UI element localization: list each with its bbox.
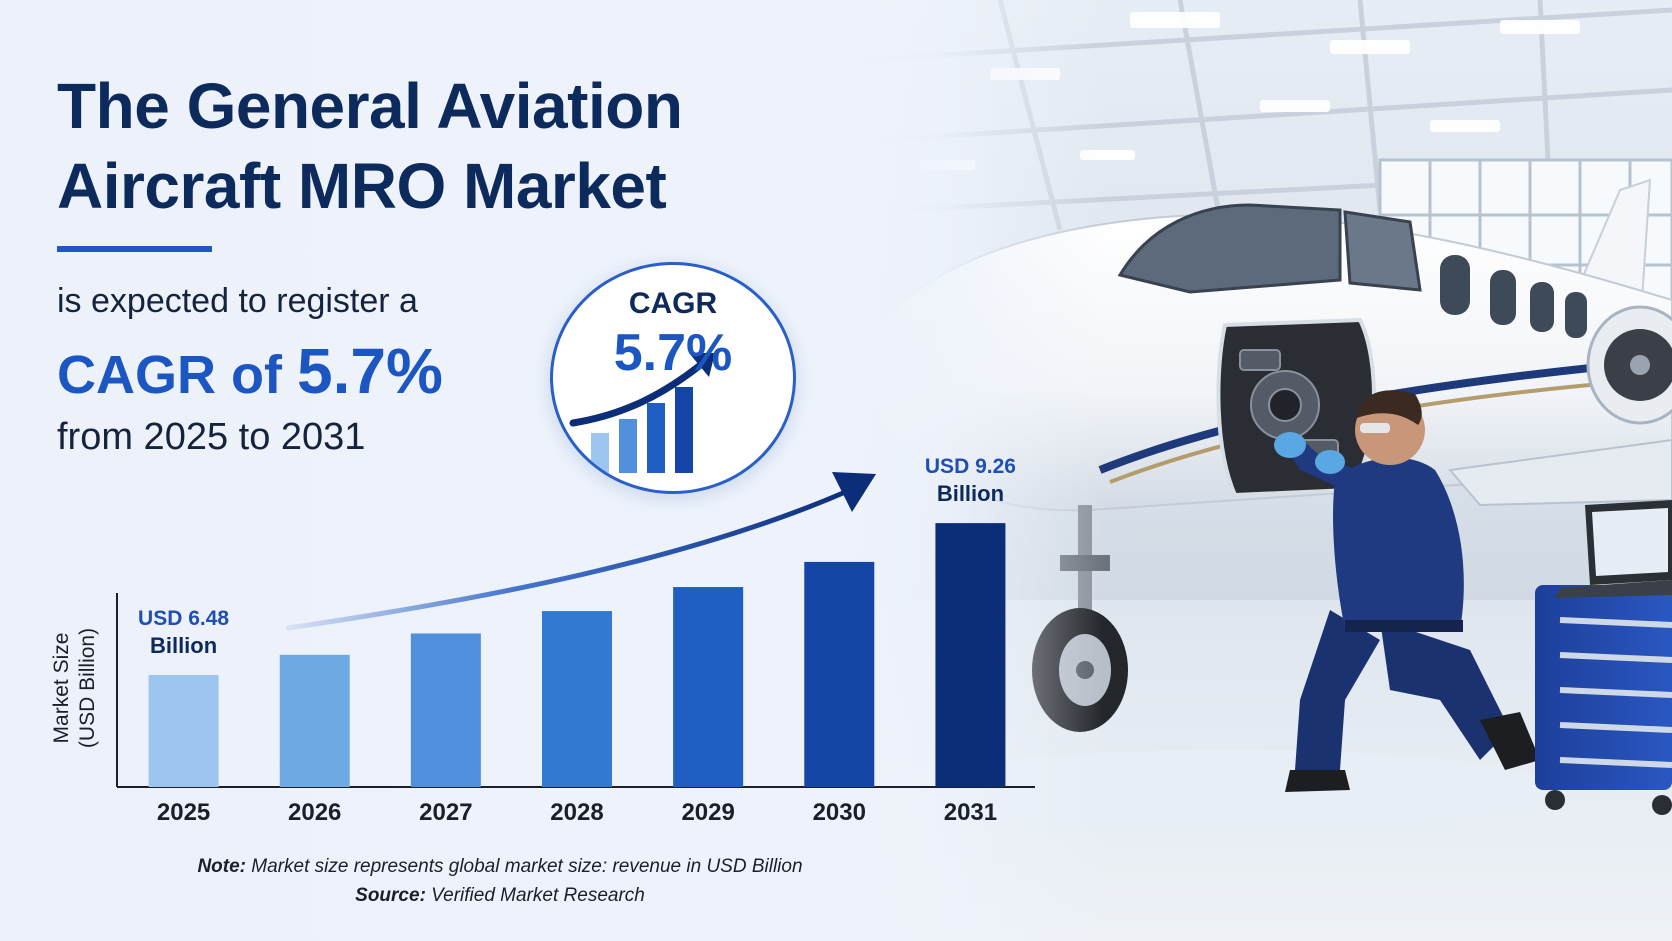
x-tick-label-2028: 2028 (550, 799, 603, 826)
data-label-2025-value: USD 6.48 (138, 607, 229, 630)
data-label-2031-value: USD 9.26 (925, 455, 1016, 478)
footer-source: Source: Verified Market Research (0, 885, 1000, 907)
bar-2026 (279, 654, 350, 787)
x-tick-label-2027: 2027 (419, 799, 472, 826)
x-tick-label-2029: 2029 (681, 799, 734, 826)
title-line-1: The General Aviation (57, 70, 683, 142)
source-label: Source: (355, 885, 426, 906)
note-label: Note: (197, 856, 247, 877)
source-text: Verified Market Research (425, 885, 645, 906)
page-title: The General Aviation Aircraft MRO Market (57, 66, 757, 226)
bar-2029 (673, 587, 744, 787)
growth-arrow-icon (569, 353, 715, 473)
bar-2031 (935, 523, 1006, 787)
subtitle-line-3: from 2025 to 2031 (57, 416, 366, 458)
title-underline (57, 246, 212, 252)
data-label-2025-unit: Billion (150, 633, 217, 658)
x-tick-label-2030: 2030 (813, 799, 866, 826)
x-tick-label-2025: 2025 (157, 799, 210, 826)
bar-2027 (410, 633, 481, 787)
data-label-2031-unit: Billion (937, 481, 1004, 506)
trend-arrow-head-icon (832, 472, 876, 512)
y-axis-label-line-1: Market Size (50, 633, 73, 744)
bar-2030 (804, 561, 875, 787)
subtitle-line-1: is expected to register a (57, 282, 418, 320)
title-line-2: Aircraft MRO Market (57, 150, 667, 222)
trend-arrow-line (285, 487, 853, 631)
badge-label: CAGR (628, 287, 718, 320)
note-text: Market size represents global market siz… (246, 856, 803, 877)
cagr-badge: CAGR 5.7% (550, 262, 796, 494)
y-axis-label-line-2: (USD Billion) (76, 628, 99, 748)
subtitle-cagr: CAGR of 5.7% (57, 334, 443, 408)
footer-note: Note: Market size represents global mark… (0, 856, 1000, 878)
bar-2025 (148, 675, 219, 787)
x-tick-label-2026: 2026 (288, 799, 341, 826)
bar-2028 (542, 611, 612, 787)
x-tick-label-2031: 2031 (944, 799, 997, 826)
subtitle-cagr-prefix: CAGR of (57, 345, 297, 405)
y-axis-label: Market Size (USD Billion) (50, 628, 99, 748)
subtitle-cagr-value: 5.7% (296, 335, 443, 407)
badge-value: 5.7% (613, 324, 733, 382)
